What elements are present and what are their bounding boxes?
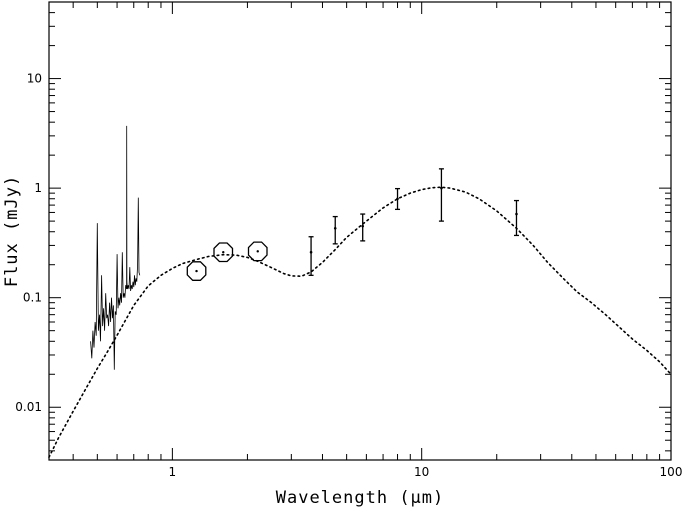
errorbar-point [440,186,443,190]
x-tick-label: 1 [169,465,177,479]
y-axis-title: Flux (mJy) [2,175,22,287]
errorbar-point [333,226,337,230]
y-tick-label: 1 [34,181,42,195]
model-curve [48,186,672,459]
octagon-center-point [222,251,225,254]
spectrum-line [90,125,141,370]
optical-spectrum [90,125,141,370]
y-tick-label: 0.01 [15,400,42,414]
errorbar-point [361,224,365,228]
x-tick-label: 10 [414,465,429,479]
x-tick-label: 100 [660,465,683,479]
plot-frame [48,1,672,461]
octagon-center-point [195,269,198,273]
octagon-center-point [256,250,259,253]
errorbar-point [396,197,399,201]
errorbar-point [309,250,313,254]
nir-photometry-points [186,241,268,281]
octagon-marker [213,242,234,263]
y-tick-label: 0.1 [23,291,42,305]
model-curve-line [48,186,672,459]
octagon-marker [186,261,207,281]
x-axis-title: Wavelength (μm) [276,488,445,508]
octagon-marker [247,241,268,262]
errorbar-point [515,212,518,216]
axis-ticks [49,1,672,460]
y-tick-label: 10 [27,72,42,86]
ir-photometry-points [308,168,519,276]
tick-labels: 1 10 100 0.01 0.1 1 10 [15,72,682,479]
